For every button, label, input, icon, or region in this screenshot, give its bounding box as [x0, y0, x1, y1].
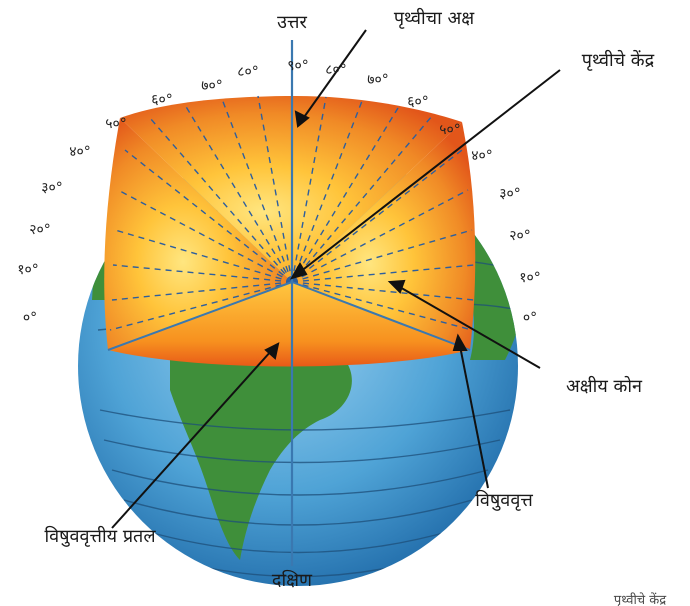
- degree-label: ७०°: [201, 78, 223, 94]
- interior-right-face: [292, 122, 476, 350]
- label-earth-axis: पृथ्वीचा अक्ष: [394, 7, 475, 29]
- label-north: उत्तर: [277, 12, 307, 33]
- degree-label: ८०°: [237, 64, 259, 80]
- degree-label: १०°: [519, 270, 541, 286]
- degree-label: ३०°: [41, 180, 63, 196]
- pointer-lines: [111, 29, 561, 529]
- equatorial-plane: [108, 282, 470, 367]
- axial-angle-lines: [109, 95, 475, 331]
- left-degree-labels: ०° १०° २०° ३०° ४०° ५०° ६०° ७०° ८०° ९०°: [17, 58, 309, 326]
- degree-label: ९०°: [287, 58, 309, 74]
- degree-label: ८०°: [325, 62, 347, 78]
- degree-label: ३०°: [499, 186, 521, 202]
- degree-label: ७०°: [367, 72, 389, 88]
- label-equator: विषुववृत्त: [475, 489, 533, 511]
- degree-label: ५०°: [439, 122, 461, 138]
- degree-label: ५०°: [105, 116, 127, 132]
- degree-label: ०°: [23, 310, 37, 326]
- interior-left-face: [104, 118, 292, 350]
- degree-label: २०°: [29, 222, 51, 238]
- degree-label: २०°: [509, 228, 531, 244]
- label-south: दक्षिण: [272, 569, 313, 591]
- degree-label: ६०°: [407, 94, 429, 110]
- wedge-edges: [107, 281, 471, 351]
- label-equatorial-plane: विषुववृत्तीय प्रतल: [44, 525, 156, 547]
- degree-label: ४०°: [471, 148, 493, 164]
- degree-label: ४०°: [69, 144, 91, 160]
- right-degree-labels: ८०° ७०° ६०° ५०° ४०° ३०° २०° १०° ०°: [325, 62, 541, 326]
- degree-label: १०°: [17, 262, 39, 278]
- label-axial-angle: अक्षीय कोन: [566, 375, 643, 397]
- stray-bottom-text: पृथ्वीचे केंद्र: [614, 592, 667, 606]
- degree-label: ६०°: [151, 92, 173, 108]
- label-earth-center: पृथ्वीचे केंद्र: [582, 49, 655, 71]
- degree-label: ०°: [523, 310, 537, 326]
- land-south-america: [170, 360, 352, 560]
